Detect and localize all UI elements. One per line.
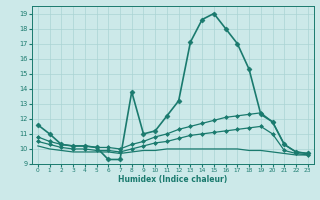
X-axis label: Humidex (Indice chaleur): Humidex (Indice chaleur) xyxy=(118,175,228,184)
